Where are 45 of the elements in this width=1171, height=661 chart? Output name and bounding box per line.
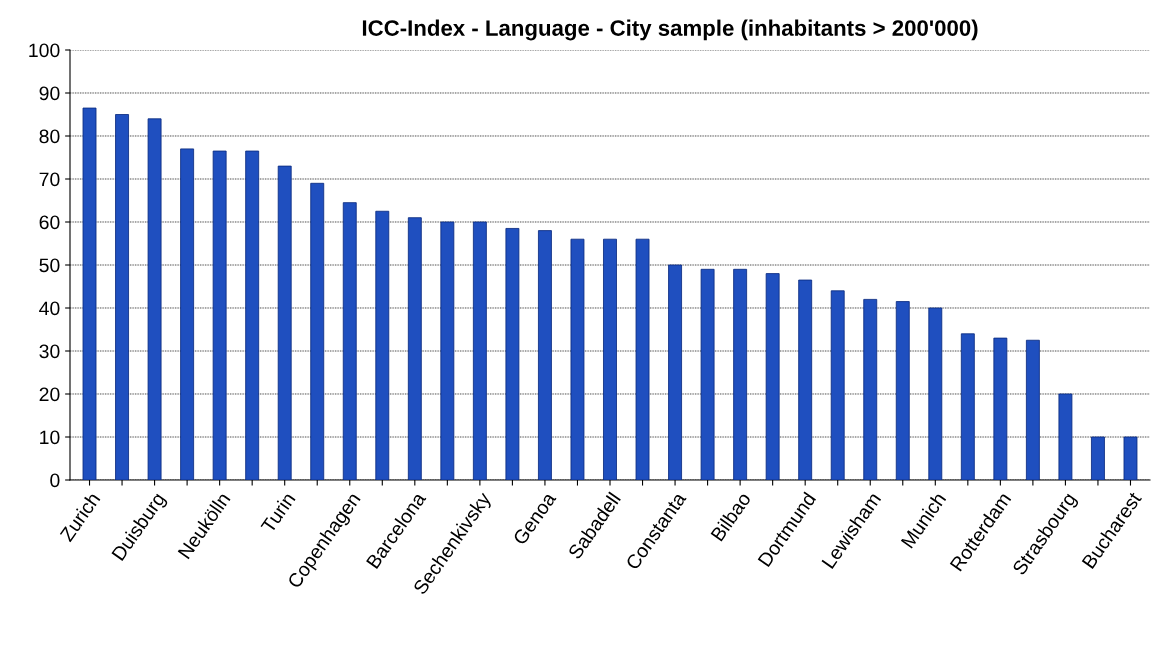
bar xyxy=(407,217,422,480)
bar xyxy=(798,279,813,480)
bar xyxy=(1025,339,1040,480)
y-tick-label: 0 xyxy=(50,473,60,488)
y-tick-label: 70 xyxy=(39,172,60,187)
bar xyxy=(180,148,195,480)
bar xyxy=(700,268,715,480)
bar xyxy=(277,165,292,480)
bar xyxy=(863,298,878,480)
bar xyxy=(1123,436,1138,480)
y-tick-label: 80 xyxy=(39,129,60,144)
bar xyxy=(960,333,975,480)
bar xyxy=(928,307,943,480)
bar xyxy=(375,210,390,480)
bar xyxy=(505,228,520,480)
y-tick-label: 90 xyxy=(39,86,60,101)
bar xyxy=(635,238,650,480)
chart-title: ICC-Index - Language - City sample (inhabitants > 200'000) xyxy=(362,19,978,41)
bar xyxy=(1091,436,1105,480)
bar xyxy=(115,114,129,480)
bar xyxy=(538,230,552,480)
y-tick-label: 60 xyxy=(39,215,60,230)
bar xyxy=(82,107,97,480)
bar xyxy=(830,290,845,480)
y-tick-label: 30 xyxy=(39,344,60,359)
y-tick-label: 40 xyxy=(39,301,60,316)
bar xyxy=(1058,393,1073,480)
bar xyxy=(765,273,780,480)
bar xyxy=(245,150,260,480)
bar xyxy=(212,150,227,480)
bar xyxy=(668,264,682,480)
y-tick-label: 10 xyxy=(40,430,60,445)
bar xyxy=(993,337,1008,480)
bar xyxy=(310,182,325,480)
bar xyxy=(440,221,455,480)
y-tick-label: 20 xyxy=(39,387,60,402)
bar xyxy=(472,221,487,480)
bar xyxy=(342,202,357,480)
bar xyxy=(570,238,585,480)
bar xyxy=(895,301,910,480)
bar xyxy=(147,118,162,480)
bar xyxy=(733,268,748,480)
bar xyxy=(603,238,617,480)
y-tick-label: 50 xyxy=(39,258,60,273)
y-tick-label: 100 xyxy=(29,43,60,58)
